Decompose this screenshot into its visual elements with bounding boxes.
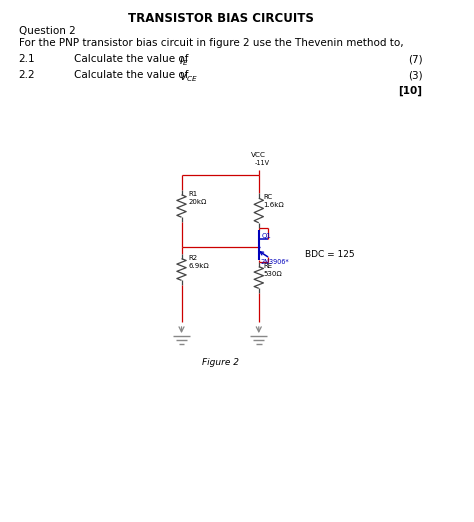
- Text: BDC = 125: BDC = 125: [305, 250, 355, 259]
- Text: 1.6kΩ: 1.6kΩ: [264, 202, 284, 208]
- Text: VCC: VCC: [251, 152, 266, 158]
- Text: 20kΩ: 20kΩ: [188, 199, 206, 205]
- Text: R1: R1: [188, 191, 197, 197]
- Text: 2N3906*: 2N3906*: [261, 259, 289, 265]
- Text: 530Ω: 530Ω: [264, 271, 282, 277]
- Text: $V_{CE}$: $V_{CE}$: [179, 70, 198, 84]
- Text: R2: R2: [188, 255, 197, 261]
- Text: 6.9kΩ: 6.9kΩ: [188, 263, 209, 269]
- Text: Figure 2: Figure 2: [202, 358, 239, 367]
- Text: Calculate the value of: Calculate the value of: [74, 54, 192, 64]
- Text: 2.1: 2.1: [18, 54, 35, 64]
- Text: RC: RC: [264, 194, 273, 200]
- Text: (3): (3): [408, 70, 423, 80]
- Text: [10]: [10]: [399, 86, 423, 96]
- Text: TRANSISTOR BIAS CIRCUITS: TRANSISTOR BIAS CIRCUITS: [128, 12, 313, 25]
- Text: (7): (7): [408, 54, 423, 64]
- Text: RE: RE: [264, 263, 273, 269]
- Text: -11V: -11V: [255, 160, 270, 166]
- Text: 2.2: 2.2: [18, 70, 35, 80]
- Text: Q1: Q1: [262, 233, 272, 239]
- Text: For the PNP transistor bias circuit in figure 2 use the Thevenin method to,: For the PNP transistor bias circuit in f…: [18, 38, 403, 48]
- Text: $I_E$: $I_E$: [179, 54, 188, 68]
- Text: Calculate the value of: Calculate the value of: [74, 70, 192, 80]
- Text: Question 2: Question 2: [18, 26, 75, 36]
